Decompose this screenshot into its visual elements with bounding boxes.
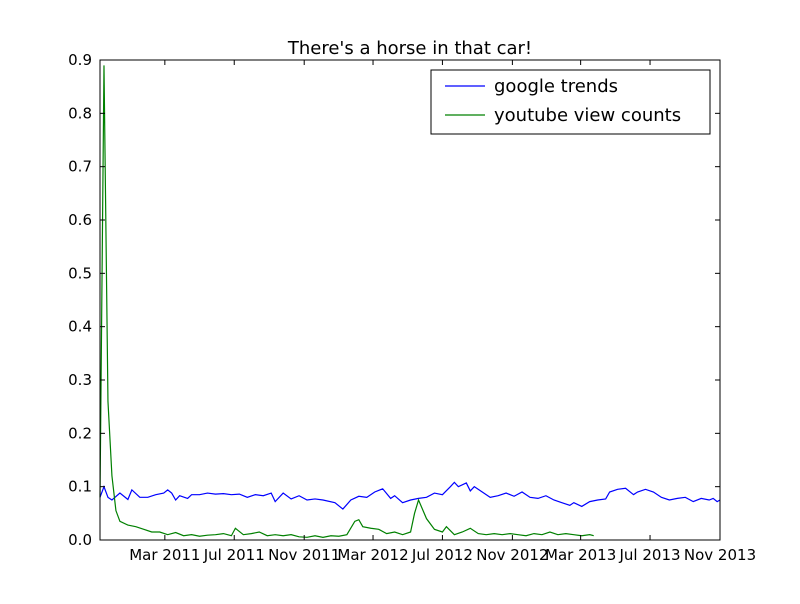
series-line-0	[99, 481, 721, 510]
y-tick-label: 0.5	[68, 264, 92, 282]
legend-label: google trends	[494, 76, 618, 97]
legend-label: youtube view counts	[494, 105, 681, 126]
y-tick-label: 0.2	[68, 424, 92, 442]
y-tick-label: 0.7	[68, 158, 92, 176]
y-tick-label: 0.8	[68, 104, 92, 122]
x-tick-label: Mar 2013	[545, 546, 616, 564]
legend: google trends youtube view counts	[430, 69, 711, 135]
x-tick-label: Nov 2012	[476, 546, 548, 564]
legend-box	[430, 69, 711, 135]
y-tick-label: 0.6	[68, 211, 92, 229]
x-tick-label: Nov 2013	[684, 546, 756, 564]
series-line-1	[99, 65, 594, 538]
x-tick-label: Jul 2013	[619, 546, 681, 564]
x-tick-label: Jul 2011	[203, 546, 265, 564]
x-tick-label: Nov 2011	[268, 546, 340, 564]
x-tick-label: Jul 2012	[411, 546, 473, 564]
x-tick-label: Mar 2012	[337, 546, 408, 564]
y-tick-label: 0.9	[68, 51, 92, 69]
plot-frame	[99, 59, 721, 541]
y-tick-label: 0.3	[68, 371, 92, 389]
y-tick-label: 0.0	[68, 531, 92, 549]
y-tick-label: 0.1	[68, 478, 92, 496]
series-layer	[99, 65, 721, 538]
chart-title: There's a horse in that car!	[287, 38, 532, 59]
y-tick-label: 0.4	[68, 318, 92, 336]
x-tick-label: Mar 2011	[129, 546, 200, 564]
